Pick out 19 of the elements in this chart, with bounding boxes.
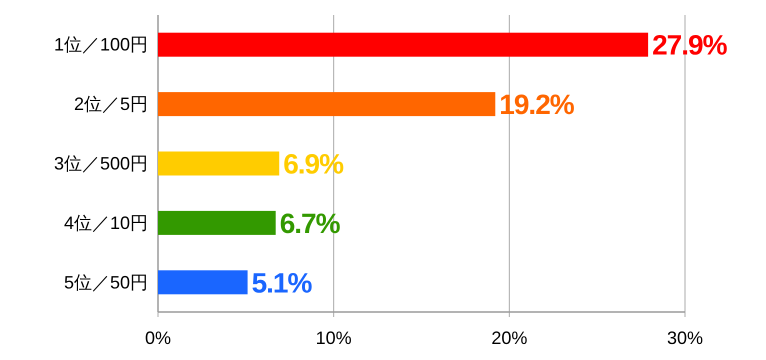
bar <box>158 92 496 116</box>
bar <box>158 270 248 294</box>
bar <box>158 32 648 57</box>
data-label: 19.2% <box>499 89 575 120</box>
x-tick-label: 10% <box>316 328 352 348</box>
data-label: 6.7% <box>280 208 341 239</box>
y-tick-label: 5位／50円 <box>64 272 148 292</box>
y-tick-label: 3位／500円 <box>54 154 148 174</box>
y-tick-label: 2位／5円 <box>74 94 148 114</box>
x-tick-label: 30% <box>666 328 704 348</box>
y-tick-label: 1位／100円 <box>54 34 148 55</box>
x-tick-label: 20% <box>491 328 528 348</box>
bar <box>158 210 276 235</box>
data-label: 6.9% <box>283 148 344 180</box>
data-label: 27.9% <box>652 30 728 61</box>
bar <box>158 152 280 176</box>
y-tick-label: 4位／10円 <box>64 212 148 233</box>
x-tick-label: 0% <box>144 328 172 348</box>
data-label: 5.1% <box>252 267 313 298</box>
